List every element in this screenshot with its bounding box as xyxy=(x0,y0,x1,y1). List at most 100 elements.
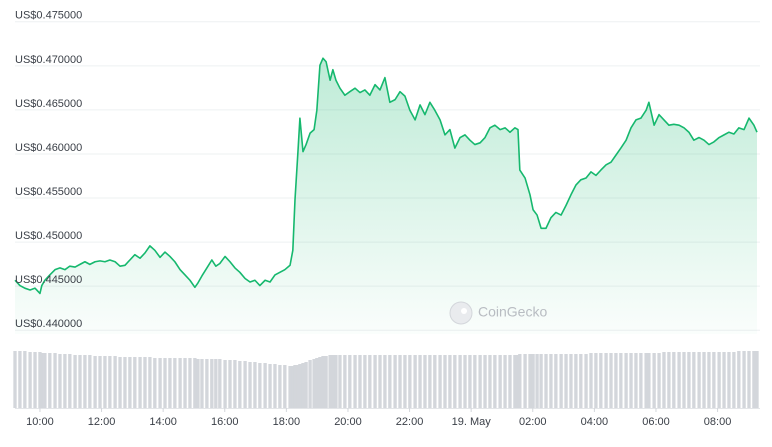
volume-bar xyxy=(214,359,218,408)
volume-bar xyxy=(604,353,608,408)
volume-bar xyxy=(196,359,200,408)
volume-bar xyxy=(528,354,532,408)
volume-bar xyxy=(210,359,214,408)
volume-bar xyxy=(13,351,17,408)
volume-bar xyxy=(438,355,442,408)
volume-bar xyxy=(233,360,237,408)
volume-bar xyxy=(83,355,87,408)
volume-bar xyxy=(23,351,27,408)
x-tick-label: 08:00 xyxy=(704,416,732,428)
price-area xyxy=(15,58,757,334)
volume-bar xyxy=(98,356,102,408)
volume-bar xyxy=(667,352,671,408)
y-tick-label: US$0.450000 xyxy=(15,230,82,242)
volume-bar xyxy=(321,356,325,408)
volume-bar xyxy=(183,358,187,408)
volume-bar xyxy=(48,353,52,408)
watermark-text: CoinGecko xyxy=(478,304,547,320)
volume-bar xyxy=(283,365,287,408)
volume-bar xyxy=(584,354,588,408)
volume-bar xyxy=(53,353,57,408)
volume-bar xyxy=(331,355,335,408)
volume-bar xyxy=(93,356,97,408)
volume-bar xyxy=(639,353,643,408)
watermark-logo xyxy=(449,301,473,325)
volume-bar xyxy=(742,351,746,408)
volume-bar xyxy=(473,355,477,408)
x-tick-label: 04:00 xyxy=(581,416,609,428)
volume-bar xyxy=(468,355,472,408)
volume-bars xyxy=(13,351,759,408)
volume-bar xyxy=(712,352,716,408)
volume-bar xyxy=(378,355,382,408)
volume-bar xyxy=(163,358,167,408)
volume-bar xyxy=(353,355,357,408)
volume-bar xyxy=(589,353,593,408)
volume-bar xyxy=(334,355,338,408)
volume-bar xyxy=(498,355,502,408)
volume-bar xyxy=(458,355,462,408)
volume-bar xyxy=(123,357,127,408)
volume-bar xyxy=(535,354,539,408)
volume-bar xyxy=(43,353,47,408)
x-tick-label: 16:00 xyxy=(211,416,239,428)
volume-bar xyxy=(418,355,422,408)
volume-bar xyxy=(200,359,204,408)
volume-bar xyxy=(717,352,721,408)
volume-bar xyxy=(312,359,316,408)
volume-bar xyxy=(428,355,432,408)
volume-bar xyxy=(722,352,726,408)
volume-bar xyxy=(692,352,696,408)
volume-bar xyxy=(523,354,527,408)
volume-bar xyxy=(403,355,407,408)
volume-bar xyxy=(138,357,142,408)
y-tick-label: US$0.460000 xyxy=(15,142,82,154)
volume-bar xyxy=(58,354,62,408)
volume-bar xyxy=(624,353,628,408)
volume-bar xyxy=(318,357,322,408)
volume-bar xyxy=(18,351,22,408)
volume-bar xyxy=(33,352,37,408)
volume-bar xyxy=(301,363,305,408)
volume-bar xyxy=(619,353,623,408)
volume-bar xyxy=(755,351,759,408)
volume-bar xyxy=(662,352,666,408)
volume-bar xyxy=(298,364,302,408)
volume-bar xyxy=(40,353,44,408)
volume-bar xyxy=(554,354,558,408)
volume-bar xyxy=(143,357,147,408)
price-line xyxy=(14,57,758,295)
volume-bar xyxy=(168,358,172,408)
x-tick-label: 06:00 xyxy=(642,416,670,428)
volume-bar xyxy=(218,359,222,408)
volume-bar xyxy=(549,354,553,408)
volume-bar xyxy=(193,358,197,408)
volume-bar xyxy=(433,355,437,408)
volume-bar xyxy=(328,355,332,408)
x-tick-label: 20:00 xyxy=(334,416,362,428)
y-tick-label: US$0.475000 xyxy=(15,10,82,22)
volume-bar xyxy=(388,355,392,408)
volume-bar xyxy=(73,355,77,408)
volume-bar xyxy=(539,354,543,408)
volume-bar xyxy=(564,354,568,408)
volume-bar xyxy=(453,355,457,408)
volume-bar xyxy=(544,354,548,408)
volume-bar xyxy=(677,352,681,408)
plot xyxy=(14,57,758,334)
x-tick-label: 10:00 xyxy=(26,416,54,428)
axes: US$0.475000 US$0.470000 US$0.465000 US$0.46… xyxy=(15,10,731,428)
x-tick-label: 18:00 xyxy=(273,416,301,428)
volume-bar xyxy=(243,361,247,408)
volume-bar xyxy=(263,363,267,408)
volume-bar xyxy=(398,355,402,408)
volume-bar xyxy=(697,352,701,408)
y-tick-label: US$0.470000 xyxy=(15,54,82,66)
volume-bar xyxy=(493,355,497,408)
volume-bar xyxy=(148,357,152,408)
volume-bar xyxy=(178,358,182,408)
volume-bar xyxy=(478,355,482,408)
volume-bar xyxy=(702,352,706,408)
volume-bar xyxy=(128,357,132,408)
